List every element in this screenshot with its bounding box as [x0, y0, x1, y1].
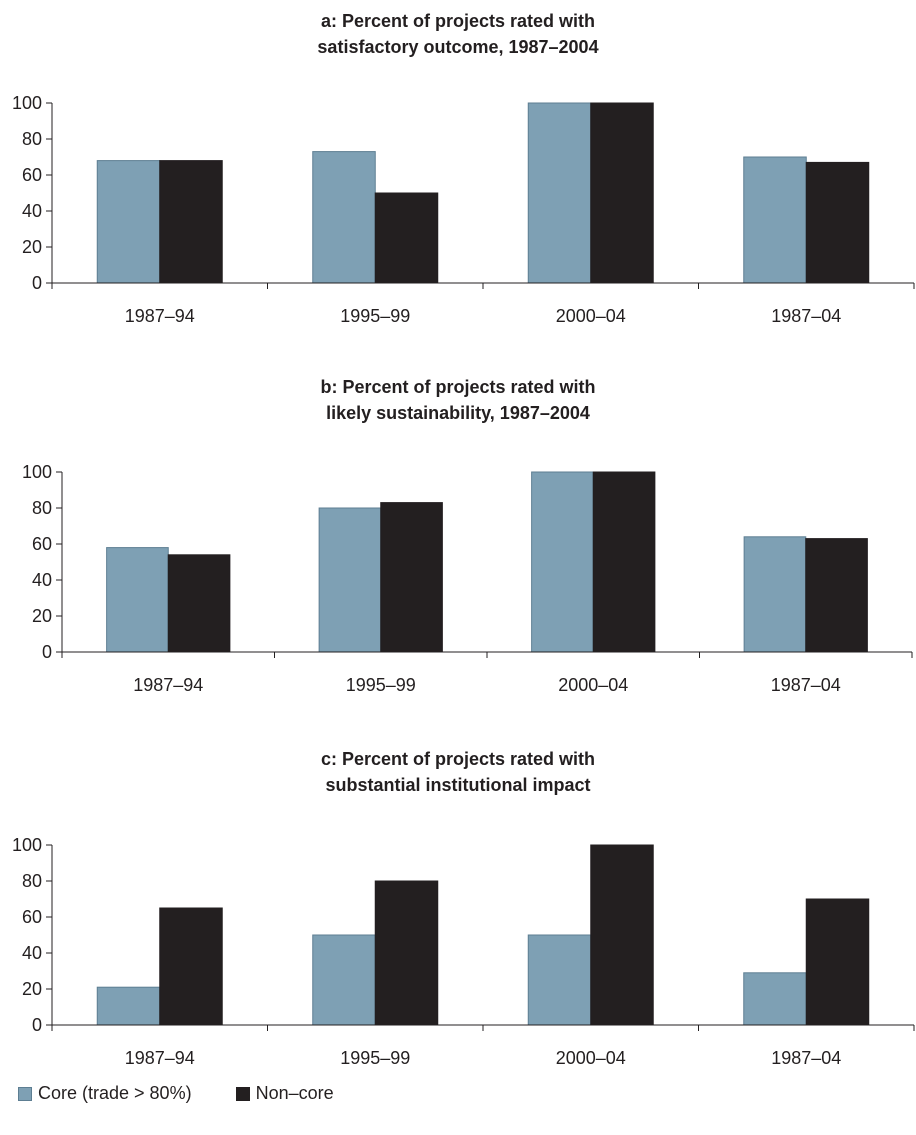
chart-c-bar-noncore: [159, 907, 223, 1026]
chart-a-ytick-label: 20: [22, 237, 42, 257]
chart-c-ytick-label: 20: [22, 979, 42, 999]
legend: Core (trade > 80%) Non–core: [18, 1083, 378, 1104]
chart-a-ytick-label: 80: [22, 129, 42, 149]
chart-b-ytick-label: 60: [32, 534, 52, 554]
chart-c-xtick-label: 2000–04: [556, 1048, 626, 1068]
chart-a-ytick-label: 0: [32, 273, 42, 293]
chart-a-xtick-label: 1987–04: [771, 306, 841, 326]
chart-c-title-line1: c: Percent of projects rated with: [320, 749, 596, 769]
chart-c-bar-core: [96, 986, 161, 1026]
chart-c: 0 20 40 60 80 100 1987–94 1995–99 2000–04 1987–04: [12, 835, 915, 1068]
legend-item-noncore: Non–core: [235, 1083, 334, 1104]
chart-c-ytick-label: 40: [22, 943, 42, 963]
chart-c-xtick-label: 1987–94: [125, 1048, 195, 1068]
chart-c-bar-core: [312, 934, 376, 1026]
chart-c-title-line2: substantial institutional impact: [325, 775, 591, 795]
chart-a-xtick-label: 2000–04: [556, 306, 626, 326]
chart-c-ytick-label: 100: [12, 835, 42, 855]
legend-swatch-core: [18, 1086, 32, 1101]
chart-c-bar-noncore: [374, 880, 439, 1026]
chart-b-bar-core: [531, 471, 594, 653]
chart-a-bar-noncore: [805, 161, 870, 284]
chart-b: 0 20 40 60 80 100 1987–94 1995–99 2000–04 1987–04: [22, 462, 913, 695]
chart-c-bar-noncore: [805, 898, 870, 1026]
chart-b-ytick-label: 20: [32, 606, 52, 626]
chart-a-bar-noncore: [590, 102, 654, 284]
legend-label-noncore: Non–core: [255, 1083, 334, 1103]
chart-a-xtick-label: 1995–99: [340, 306, 410, 326]
chart-b-xtick-label: 1987–04: [771, 675, 841, 695]
chart-c-xtick-label: 1995–99: [340, 1048, 410, 1068]
chart-b-bar-noncore: [380, 502, 443, 653]
chart-a-bar-core: [96, 160, 161, 284]
chart-b-bar-noncore: [805, 538, 868, 653]
chart-c-bar-core: [527, 934, 592, 1026]
chart-c-title: c: Percent of projects rated with substa…: [0, 746, 916, 798]
chart-a-ytick-label: 100: [12, 93, 42, 113]
chart-c-xtick-label: 1987–04: [771, 1048, 841, 1068]
chart-c-ytick-label: 0: [32, 1015, 42, 1035]
chart-b-title-line1: b: Percent of projects rated with: [320, 377, 596, 397]
chart-a-xtick-label: 1987–94: [125, 306, 195, 326]
legend-label-core: Core (trade > 80%): [38, 1083, 192, 1103]
chart-a-bar-core: [527, 102, 592, 284]
chart-b-bar-noncore: [592, 471, 656, 653]
legend-swatch-noncore: [235, 1086, 250, 1101]
chart-a-title: a: Percent of projects rated with satisf…: [0, 8, 916, 60]
chart-a-ytick-label: 40: [22, 201, 42, 221]
chart-b-xtick-label: 1995–99: [346, 675, 416, 695]
chart-b-bar-core: [318, 507, 382, 653]
chart-a-bar-noncore: [159, 160, 223, 284]
chart-a-bar-noncore: [374, 192, 439, 284]
chart-a-title-line1: a: Percent of projects rated with: [320, 11, 596, 31]
chart-a-ytick-label: 60: [22, 165, 42, 185]
chart-a-bar-core: [312, 151, 376, 284]
chart-c-ytick-label: 80: [22, 871, 42, 891]
chart-b-bar-core: [743, 536, 807, 653]
chart-c-ytick-label: 60: [22, 907, 42, 927]
chart-b-ytick-label: 100: [22, 462, 52, 482]
chart-b-ytick-label: 80: [32, 498, 52, 518]
chart-b-xtick-label: 1987–94: [133, 675, 203, 695]
chart-a: 0 20 40 60 80 100 1987–94 1995–99 2000–04 1987–04: [12, 93, 915, 326]
chart-c-bar-core: [743, 972, 807, 1026]
chart-b-title-line2: likely sustainability, 1987–2004: [326, 403, 590, 423]
chart-c-bar-noncore: [590, 844, 654, 1026]
chart-b-ytick-label: 40: [32, 570, 52, 590]
chart-b-xtick-label: 2000–04: [558, 675, 628, 695]
legend-item-core: Core (trade > 80%): [18, 1083, 192, 1104]
chart-b-ytick-label: 0: [42, 642, 52, 662]
chart-a-bar-core: [743, 156, 807, 284]
chart-b-title: b: Percent of projects rated with likely…: [0, 374, 916, 426]
chart-a-title-line2: satisfactory outcome, 1987–2004: [317, 37, 599, 57]
